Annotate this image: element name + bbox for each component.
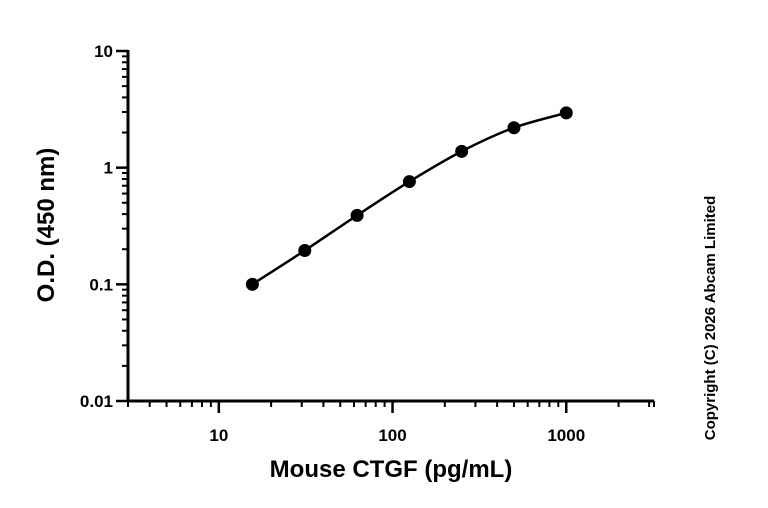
- x-tick-label: 100: [378, 426, 406, 445]
- tick-labels: 0.01 0.1 1 10 10 100 1000: [80, 42, 585, 445]
- ticks: [116, 49, 655, 413]
- x-tick-label: 10: [209, 426, 228, 445]
- data-point: [455, 144, 469, 158]
- data-points: [245, 106, 573, 291]
- copyright-notice: Copyright (C) 2026 Abcam Limited: [702, 196, 719, 440]
- data-point: [245, 277, 259, 291]
- y-tick-label: 0.01: [80, 392, 113, 411]
- axes: [126, 50, 654, 403]
- fit-curve: [251, 111, 567, 286]
- y-axis-title: O.D. (450 nm): [33, 148, 60, 303]
- data-point: [507, 121, 521, 135]
- data-point: [350, 208, 364, 222]
- data-point: [559, 106, 573, 120]
- y-tick-label: 1: [104, 159, 113, 178]
- data-point: [298, 243, 312, 257]
- y-tick-label: 0.1: [89, 275, 113, 294]
- x-axis-title: Mouse CTGF (pg/mL): [270, 456, 513, 483]
- data-point: [402, 175, 416, 189]
- y-tick-label: 10: [94, 42, 113, 61]
- x-tick-label: 1000: [547, 426, 585, 445]
